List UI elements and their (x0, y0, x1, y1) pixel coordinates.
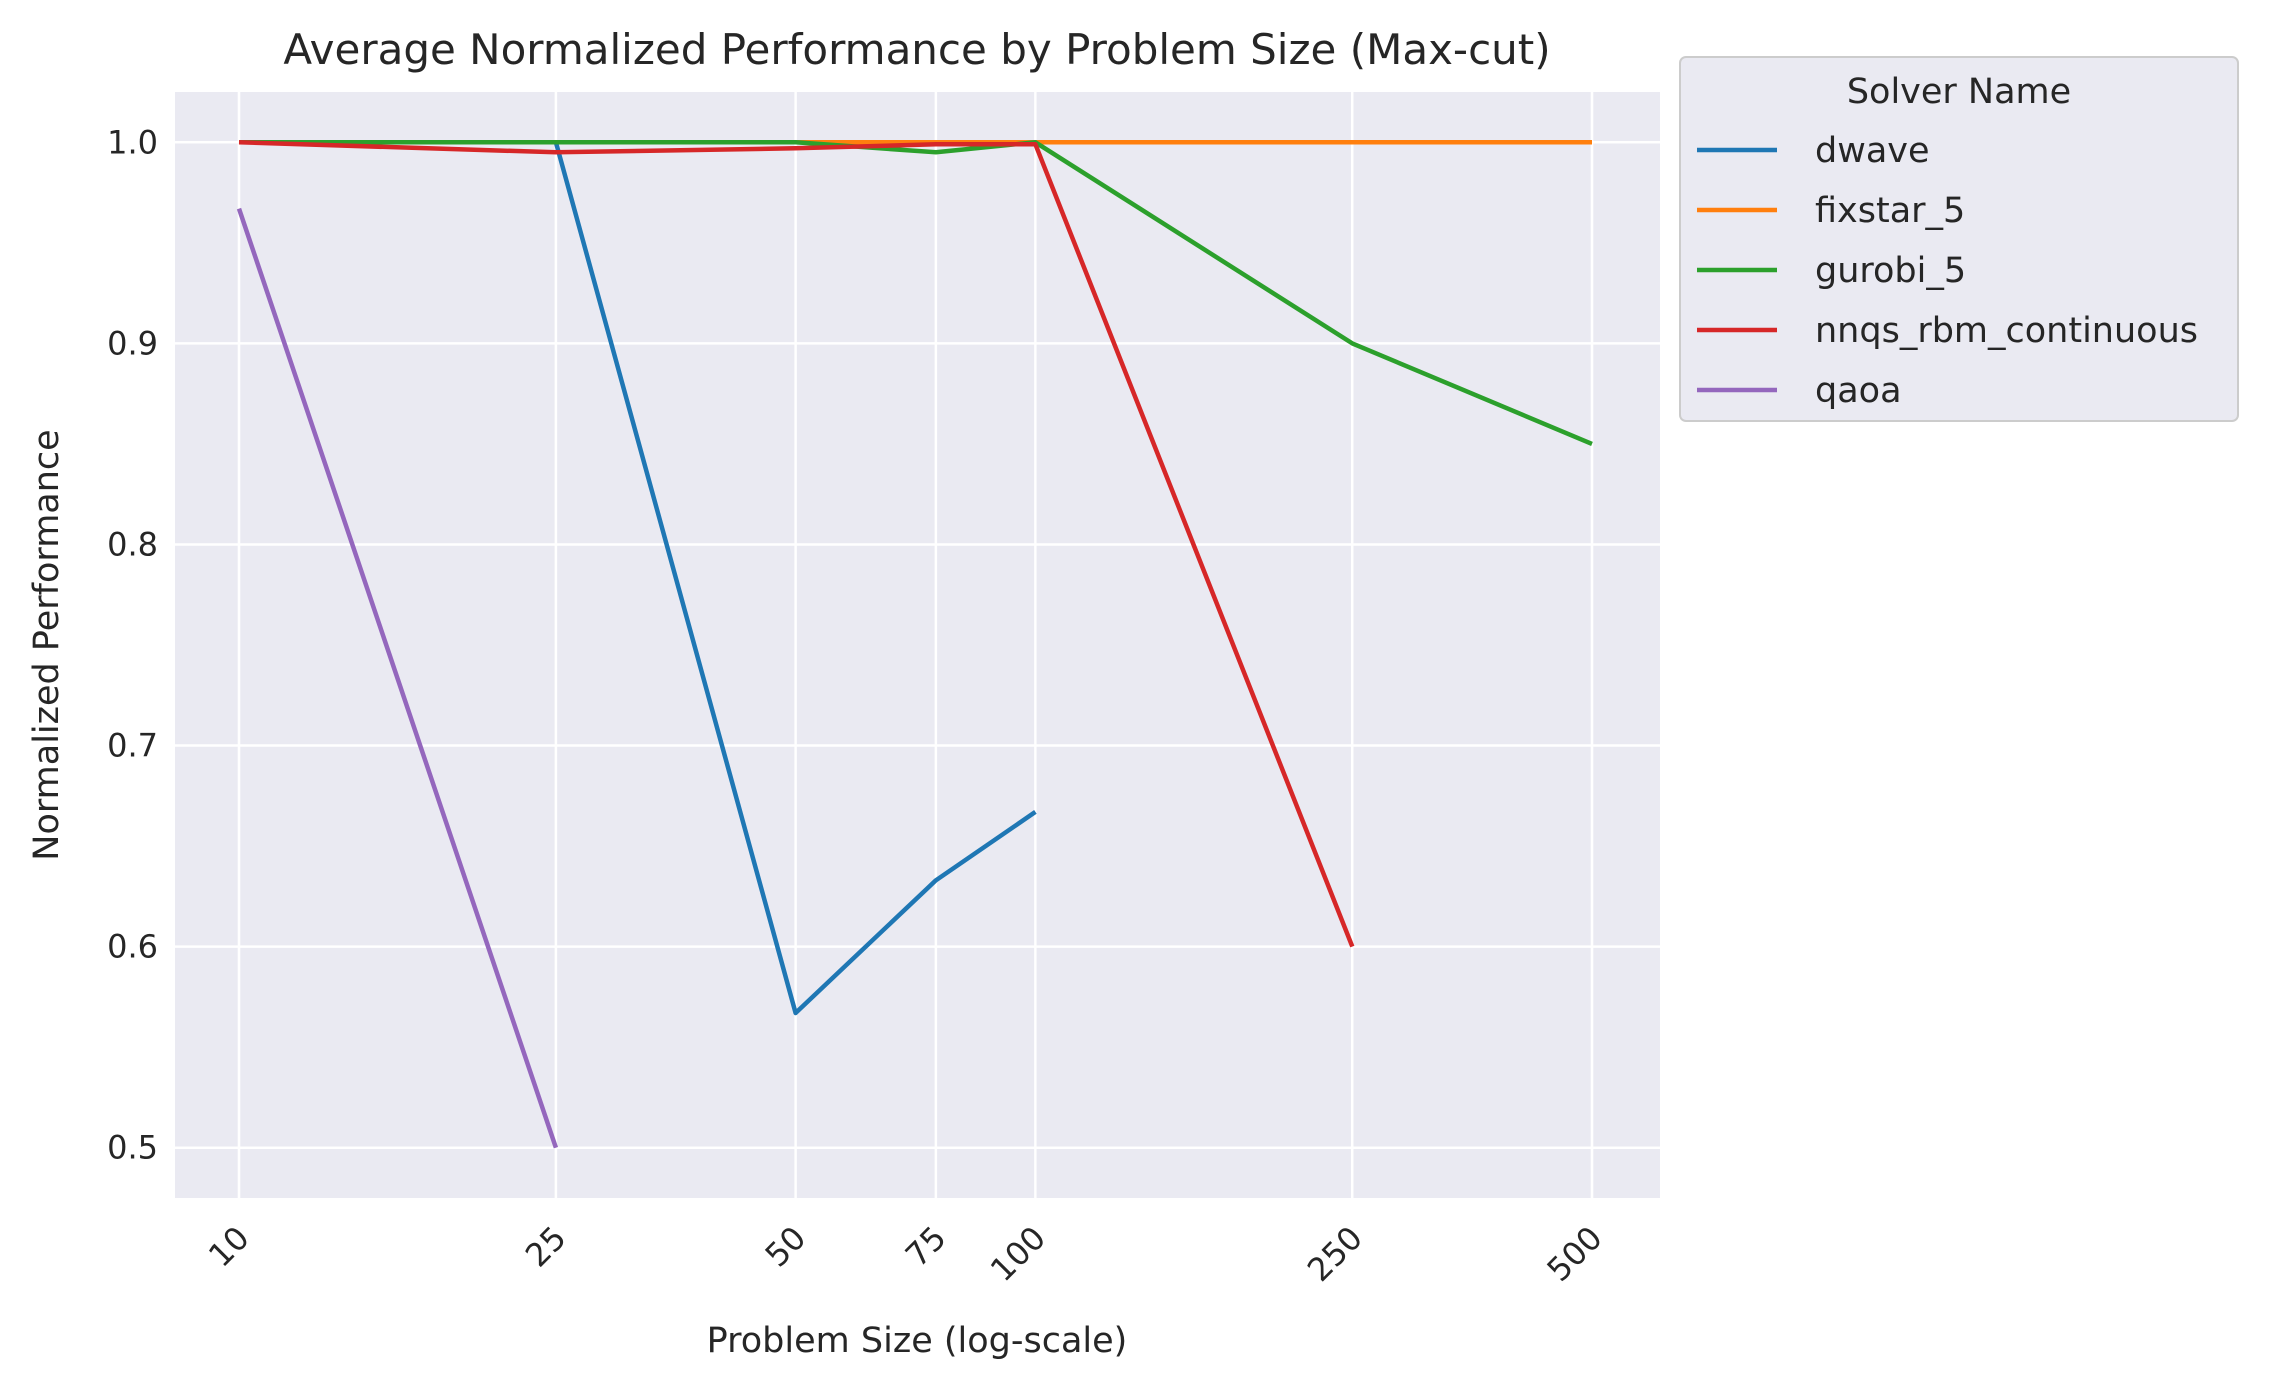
series-line-dwave (553, 141, 1037, 1016)
legend-label-nnqs_rbm_continuous: nnqs_rbm_continuous (1815, 311, 2198, 351)
x-tick-label: 75 (898, 1219, 954, 1275)
series-line-nnqs_rbm_continuous (238, 140, 1355, 948)
legend-entries: dwave fixstar_5 gurobi_5 nnqs_rbm_continuou… (1697, 131, 2198, 411)
y-tick-label: 0.6 (107, 928, 158, 966)
x-tick-label: 25 (518, 1219, 574, 1275)
series-lines (236, 140, 1593, 1149)
y-axis-label: Normalized Performance (27, 429, 67, 860)
y-tick-label: 0.8 (107, 525, 158, 563)
plot-background (175, 92, 1660, 1198)
chart-title: Average Normalized Performance by Proble… (283, 25, 1550, 74)
series-line-qaoa (236, 207, 559, 1149)
legend-label-gurobi_5: gurobi_5 (1815, 251, 1966, 291)
x-tick-label: 100 (983, 1219, 1053, 1289)
x-tick-label: 500 (1540, 1219, 1610, 1289)
legend-label-qaoa: qaoa (1815, 371, 1902, 411)
y-tick-label: 0.5 (107, 1129, 158, 1167)
legend-box (1679, 56, 2239, 422)
x-axis-label: Problem Size (log-scale) (707, 1321, 1128, 1361)
legend-label-fixstar_5: fixstar_5 (1815, 191, 1965, 231)
series-line-gurobi_5 (239, 140, 1593, 446)
legend-title: Solver Name (1847, 72, 2071, 112)
x-tick-label: 50 (758, 1219, 814, 1275)
y-tick-label: 0.9 (107, 324, 158, 362)
x-tick-label: 250 (1300, 1219, 1370, 1289)
legend-label-dwave: dwave (1815, 131, 1930, 171)
y-tick-label: 0.7 (107, 727, 158, 765)
y-tick-label: 1.0 (107, 123, 158, 161)
legend: Solver Name dwave fixstar_5 gurobi_5 nnqs_r… (1679, 56, 2239, 422)
x-tick-label: 10 (201, 1219, 257, 1275)
